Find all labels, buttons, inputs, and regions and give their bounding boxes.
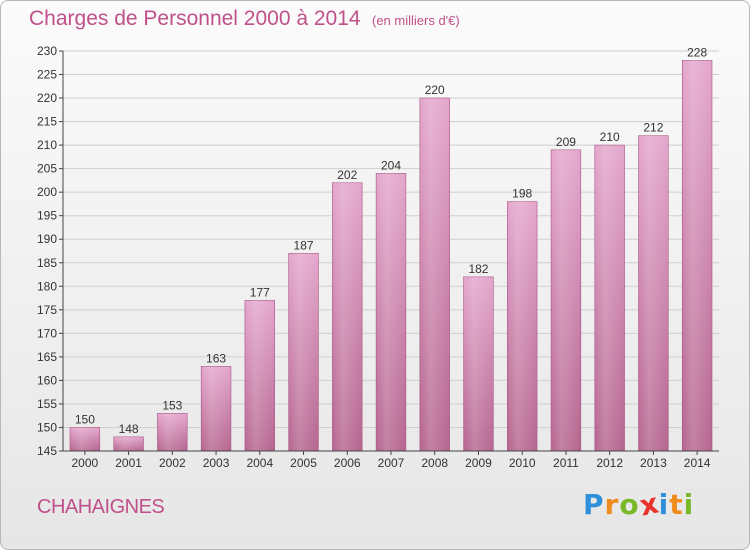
x-tick-label: 2009 — [465, 456, 492, 470]
data-label: 182 — [468, 262, 488, 276]
x-tick-label: 2003 — [203, 456, 230, 470]
y-tick-label: 190 — [37, 232, 57, 246]
y-tick-label: 150 — [37, 420, 57, 434]
y-tick-label: 170 — [37, 326, 57, 340]
data-label: 153 — [162, 398, 182, 412]
x-tick-label: 2000 — [72, 456, 99, 470]
bar-highlight — [419, 98, 450, 451]
y-tick-label: 205 — [37, 162, 57, 176]
bar-highlight — [376, 173, 406, 451]
bar-highlight — [551, 149, 581, 451]
bar-highlight — [638, 135, 669, 452]
bar-highlight — [594, 145, 625, 451]
logo-letter: i — [683, 488, 695, 521]
chart-title: Charges de Personnel 2000 à 2014 — [29, 7, 361, 30]
y-tick-label: 195 — [37, 209, 57, 223]
bar-highlight — [157, 413, 188, 451]
data-label: 209 — [556, 135, 576, 149]
data-label: 220 — [425, 83, 445, 97]
y-tick-label: 180 — [37, 279, 57, 293]
logo-letter: o — [619, 488, 640, 521]
x-tick-label: 2001 — [115, 456, 142, 470]
data-label: 150 — [75, 412, 95, 426]
y-tick-label: 215 — [37, 115, 57, 129]
bar-highlight — [332, 182, 363, 451]
x-tick-label: 2005 — [290, 456, 317, 470]
x-tick-label: 2002 — [159, 456, 186, 470]
y-tick-label: 225 — [37, 68, 57, 82]
bar-highlight — [69, 427, 100, 451]
logo-letter: P — [583, 488, 605, 521]
data-label: 198 — [512, 187, 532, 201]
x-tick-label: 2007 — [378, 456, 405, 470]
x-tick-label: 2011 — [553, 456, 579, 470]
y-tick-label: 230 — [37, 44, 57, 58]
chart-subtitle: (en milliers d'€) — [372, 13, 460, 28]
commune-name: CHAHAIGNES — [37, 496, 165, 518]
x-tick-label: 2013 — [640, 456, 667, 470]
bar-highlight — [288, 253, 319, 451]
proxiti-logo[interactable]: Proxiti — [583, 486, 695, 522]
logo-letter: r — [604, 488, 620, 521]
y-tick-label: 160 — [37, 373, 57, 387]
data-label: 210 — [600, 130, 620, 144]
data-label: 163 — [206, 351, 226, 365]
data-label: 202 — [337, 168, 357, 182]
x-tick-label: 2008 — [421, 456, 448, 470]
bar-highlight — [201, 366, 231, 451]
y-tick-label: 185 — [37, 256, 57, 270]
y-tick-label: 155 — [37, 397, 57, 411]
bar-highlight — [463, 276, 494, 451]
data-label: 204 — [381, 158, 401, 172]
y-tick-label: 220 — [37, 91, 57, 105]
x-tick-label: 2010 — [509, 456, 536, 470]
y-tick-label: 165 — [37, 350, 57, 364]
y-tick-label: 210 — [37, 138, 57, 152]
x-tick-label: 2014 — [684, 456, 711, 470]
y-tick-label: 145 — [37, 444, 57, 458]
y-tick-label: 200 — [37, 185, 57, 199]
x-tick-label: 2006 — [334, 456, 361, 470]
logo-letter: i — [658, 488, 670, 521]
bar-highlight — [682, 60, 713, 451]
data-label: 212 — [643, 121, 663, 135]
data-label: 177 — [250, 285, 270, 299]
bar-highlight — [244, 300, 275, 451]
data-label: 187 — [294, 238, 314, 252]
logo-letter: t — [669, 488, 684, 521]
x-tick-label: 2004 — [246, 456, 273, 470]
x-tick-label: 2012 — [596, 456, 623, 470]
data-label: 148 — [119, 422, 139, 436]
data-label: 228 — [687, 45, 707, 59]
bar-highlight — [113, 436, 144, 451]
bar-highlight — [507, 201, 538, 451]
y-tick-label: 175 — [37, 303, 57, 317]
